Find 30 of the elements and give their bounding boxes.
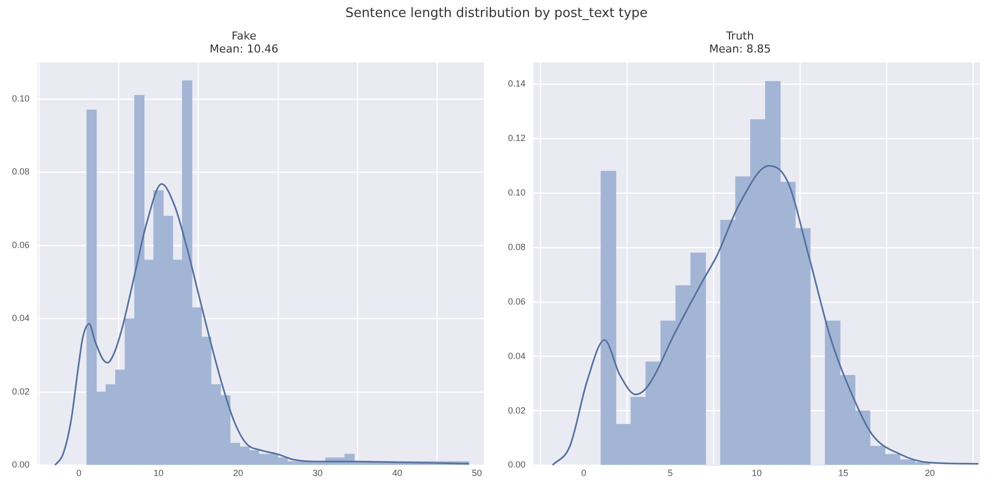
x-tick-label: 10: [752, 468, 762, 478]
y-tick-label: 0.08: [12, 166, 30, 177]
x-tick-label: 0: [76, 468, 82, 478]
x-tick-label: 15: [838, 468, 848, 478]
y-tick-label: 0.02: [12, 386, 30, 396]
y-tick-label: 0.00: [12, 460, 30, 470]
y-tick-label: 0.08: [508, 242, 526, 252]
chart-title: Truth: [725, 29, 754, 42]
chart-title: Fake: [232, 29, 257, 42]
y-tick-label: 0.10: [12, 94, 30, 104]
x-tick-label: 5: [668, 468, 673, 478]
text: Sentence length distribution by post_text type: [344, 6, 649, 21]
x-tick-label: 0: [581, 468, 586, 478]
x-tick-label: 20: [233, 468, 244, 478]
y-tick-label: 0.14: [508, 78, 526, 89]
y-tick-label: 0.04: [508, 350, 526, 361]
y-tick-label: 0.00: [508, 460, 526, 470]
x-tick-label: 50: [472, 468, 482, 478]
x-tick-label: 20: [924, 468, 935, 478]
y-tick-label: 0.06: [508, 296, 526, 306]
x-tick-label: 10: [153, 468, 164, 478]
x-tick-label: 40: [392, 468, 402, 478]
y-tick-label: 0.10: [508, 188, 526, 198]
y-tick-label: 0.04: [12, 313, 30, 324]
y-tick-label: 0.06: [12, 240, 30, 250]
y-tick-label: 0.12: [508, 133, 526, 144]
chart-subtitle: Mean: 10.46: [210, 42, 278, 56]
x-tick-label: 30: [312, 468, 323, 478]
chart-subtitle: Mean: 8.85: [709, 42, 771, 56]
y-tick-label: 0.02: [508, 405, 526, 416]
